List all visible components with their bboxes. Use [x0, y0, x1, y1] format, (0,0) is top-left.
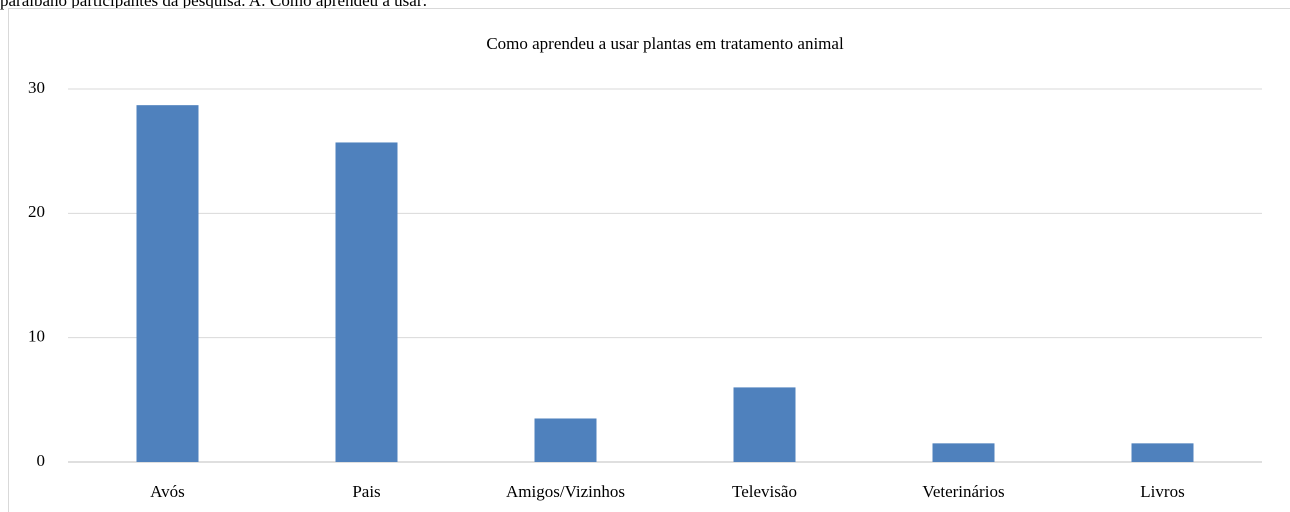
- caption: paraibano participantes da pesquisa. A: …: [0, 0, 428, 10]
- bar: [534, 418, 597, 462]
- x-tick-label: Veterinários: [922, 482, 1004, 501]
- bar: [335, 142, 398, 463]
- bar: [932, 443, 995, 462]
- y-tick-label: 10: [28, 327, 45, 346]
- x-tick-label: Pais: [352, 482, 380, 501]
- x-tick-label: Livros: [1140, 482, 1184, 501]
- bar: [1131, 443, 1194, 462]
- y-tick-label: 30: [28, 78, 45, 97]
- x-tick-label: Televisão: [732, 482, 797, 501]
- x-tick-label: Amigos/Vizinhos: [506, 482, 625, 501]
- y-tick-label: 20: [28, 202, 45, 221]
- x-tick-label: Avós: [150, 482, 185, 501]
- bar: [733, 387, 796, 462]
- chart-frame: [8, 8, 1290, 512]
- chart-title: Como aprendeu a usar plantas em tratamen…: [486, 34, 844, 53]
- y-tick-label: 0: [37, 451, 46, 470]
- bar: [136, 105, 199, 462]
